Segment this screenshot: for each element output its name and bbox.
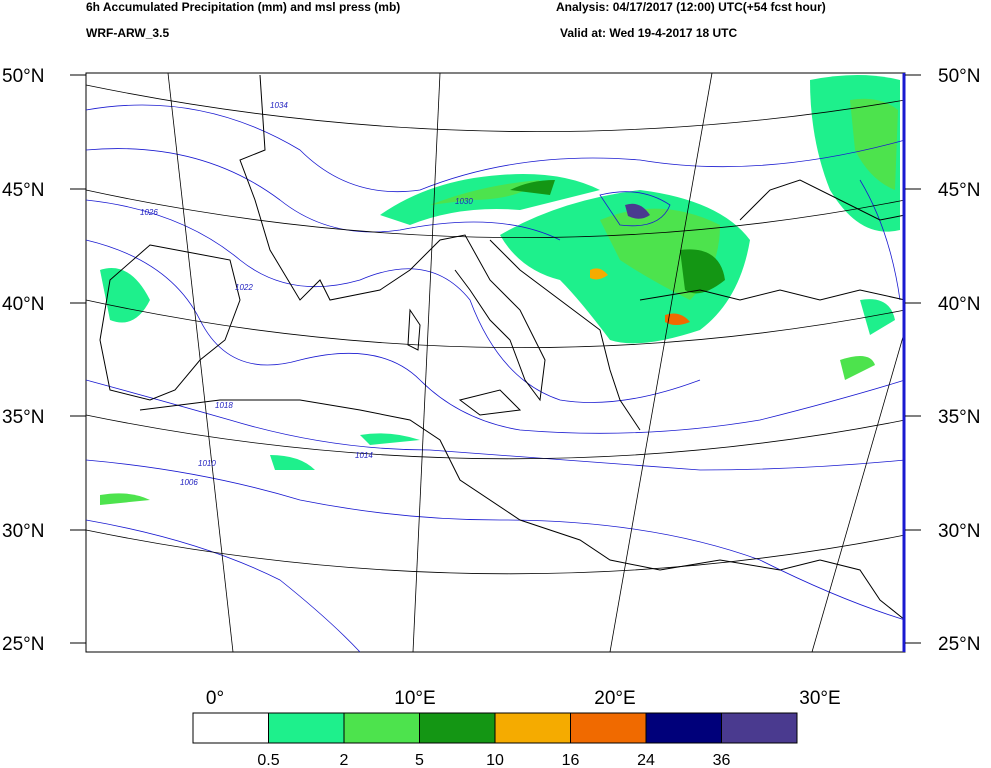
colorbar-label: 5 xyxy=(415,752,424,768)
colorbar-box xyxy=(192,712,269,744)
precip-area xyxy=(430,180,540,205)
lat-label: 40°N xyxy=(938,294,980,315)
precip-area xyxy=(100,493,150,505)
precip-area xyxy=(510,180,555,195)
colorbar-box xyxy=(721,712,798,744)
colorbar-label: 10 xyxy=(486,752,504,768)
precip-area xyxy=(625,203,650,219)
colorbar-label: 24 xyxy=(637,752,655,768)
lon-label: 20°E xyxy=(594,688,635,709)
title: 6h Accumulated Precipitation (mm) and ms… xyxy=(86,0,400,14)
isobar-label: 1030 xyxy=(455,197,473,206)
colorbar-box xyxy=(343,712,420,744)
precip-area xyxy=(850,98,898,190)
colorbar: 0.5 2 5 10 16 24 36 xyxy=(192,712,798,768)
precip-area xyxy=(100,268,150,323)
precip-area xyxy=(590,268,608,280)
isobar-label: 1034 xyxy=(270,101,288,110)
analysis-time: Analysis: 04/17/2017 (12:00) UTC(+54 fcs… xyxy=(556,0,826,14)
lat-label: 50°N xyxy=(938,66,980,87)
lat-label: 45°N xyxy=(2,180,44,201)
map: 1034 1030 1026 1022 1018 1014 1010 1006 xyxy=(85,72,906,653)
isobar-label: 1026 xyxy=(140,208,158,217)
lat-label: 40°N xyxy=(2,294,44,315)
colorbar-box xyxy=(494,712,571,744)
lon-label: 10°E xyxy=(394,688,435,709)
colorbar-box xyxy=(419,712,496,744)
map-frame xyxy=(85,72,906,653)
coastlines xyxy=(99,74,906,621)
model-name: WRF-ARW_3.5 xyxy=(86,26,169,40)
lon-labels: 0° 10°E 20°E 30°E xyxy=(206,688,841,709)
lat-label: 25°N xyxy=(2,634,44,655)
isobar-label: 1022 xyxy=(235,283,253,292)
valid-time: Valid at: Wed 19-4-2017 18 UTC xyxy=(560,26,738,40)
lat-label: 35°N xyxy=(2,407,44,428)
isobar-label: 1006 xyxy=(180,478,198,487)
precip-area xyxy=(860,299,895,335)
colorbar-label: 0.5 xyxy=(257,752,279,768)
lat-label: 25°N xyxy=(938,634,980,655)
precip-area xyxy=(360,433,420,445)
lon-label: 30°E xyxy=(799,688,840,709)
lat-label: 30°N xyxy=(2,521,44,542)
colorbar-box xyxy=(645,712,722,744)
lat-label: 35°N xyxy=(938,407,980,428)
precip-area xyxy=(840,356,875,380)
precip-area xyxy=(680,249,725,294)
isobar-label: 1010 xyxy=(198,459,216,468)
lon-label: 0° xyxy=(206,688,224,709)
colorbar-label: 16 xyxy=(562,752,580,768)
isobars xyxy=(85,104,906,653)
lat-label: 45°N xyxy=(938,180,980,201)
colorbar-box xyxy=(268,712,345,744)
lat-label: 50°N xyxy=(2,66,44,87)
lat-label: 30°N xyxy=(938,521,980,542)
graticule xyxy=(85,72,906,653)
isobar-label: 1018 xyxy=(215,401,233,410)
isobar-label: 1014 xyxy=(355,451,373,460)
precip-area xyxy=(665,313,690,325)
colorbar-label: 36 xyxy=(713,752,731,768)
colorbar-label: 2 xyxy=(340,752,349,768)
lat-labels-left: 50°N 45°N 40°N 35°N 30°N 25°N xyxy=(2,66,86,655)
precip-area xyxy=(270,455,315,470)
lat-labels-right: 50°N 45°N 40°N 35°N 30°N 25°N xyxy=(905,66,980,655)
colorbar-box xyxy=(570,712,647,744)
precipitation xyxy=(100,75,900,505)
